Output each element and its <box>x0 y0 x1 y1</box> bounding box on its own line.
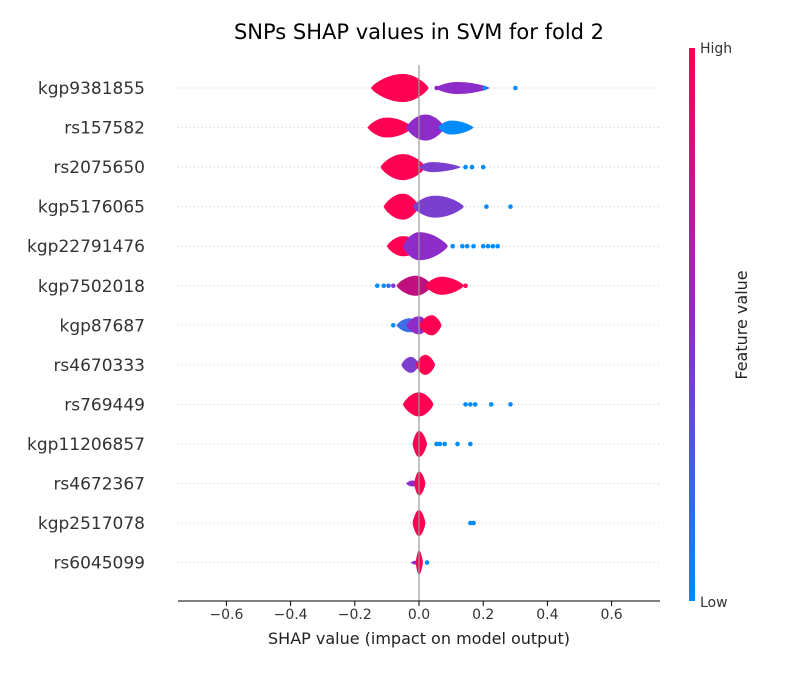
shap-point <box>508 402 513 407</box>
shap-point <box>480 164 486 170</box>
shap-point <box>490 243 496 249</box>
shap-point <box>460 243 465 249</box>
shap-point <box>391 323 396 328</box>
violin-shape <box>383 193 419 220</box>
shap-point <box>391 283 396 289</box>
feature-label: kgp2517078 <box>38 514 145 534</box>
shap-point <box>463 283 468 289</box>
x-tick-label: 0.2 <box>472 607 494 623</box>
shap-point <box>484 204 489 209</box>
shap-point <box>468 520 473 526</box>
shap-point <box>469 164 475 170</box>
feature-labels: kgp9381855 rs157582 rs2075650 kgp5176065 kgp… <box>27 79 145 574</box>
shap-point <box>513 85 518 91</box>
shap-point <box>463 164 468 170</box>
x-tick-label: 0.6 <box>600 607 622 623</box>
x-tick-label: −0.4 <box>274 607 308 623</box>
feature-label: kgp11206857 <box>27 435 145 455</box>
colorbar-low-label: Low <box>700 595 728 611</box>
shap-point <box>468 402 473 407</box>
colorbar-title: Feature value <box>732 270 751 379</box>
x-tick-label: −0.2 <box>338 607 372 623</box>
shap-point <box>450 243 456 249</box>
feature-label: kgp9381855 <box>38 79 145 99</box>
feature-label: kgp5176065 <box>38 198 145 218</box>
violin-shape <box>370 74 429 102</box>
violin-shape <box>438 120 474 135</box>
shap-point <box>437 441 443 447</box>
shap-point <box>455 441 460 447</box>
shap-point <box>480 243 486 249</box>
violin-shape <box>419 162 461 173</box>
x-tick-label: 0.0 <box>408 607 430 623</box>
shap-point <box>464 243 470 249</box>
colorbar <box>689 48 695 601</box>
shap-point <box>508 204 513 209</box>
shap-point <box>442 441 447 447</box>
feature-label: kgp7502018 <box>38 277 145 297</box>
feature-label: rs769449 <box>64 395 145 415</box>
x-axis-label: SHAP value (impact on model output) <box>268 629 570 648</box>
feature-label: rs2075650 <box>53 158 145 178</box>
violin-shape <box>396 275 432 296</box>
shap-point <box>471 243 476 249</box>
shap-point <box>468 441 473 447</box>
scatter-points <box>374 85 518 565</box>
violin-shape <box>367 117 413 138</box>
violin-shape <box>401 356 419 373</box>
feature-label: rs4672367 <box>53 475 145 495</box>
violin-shape <box>380 154 426 181</box>
violin-shape <box>412 195 464 218</box>
feature-label: rs6045099 <box>53 554 145 574</box>
x-tick-label: 0.4 <box>536 607 558 623</box>
violin-shape <box>419 315 442 336</box>
feature-label: kgp87687 <box>59 316 145 336</box>
x-tick-label: −0.6 <box>209 607 243 623</box>
shap-point <box>495 243 500 249</box>
shap-point <box>482 85 488 91</box>
violin-shape <box>406 114 445 141</box>
shap-point <box>463 402 468 407</box>
shap-point <box>472 402 478 407</box>
violin-shape <box>402 392 434 417</box>
shap-point <box>471 520 476 526</box>
feature-label: rs4670333 <box>53 356 145 376</box>
violin-shape <box>435 82 490 94</box>
shap-point <box>381 283 386 289</box>
violins <box>367 74 490 575</box>
shap-point <box>488 402 494 407</box>
violin-shape <box>414 471 426 496</box>
shap-point <box>434 85 439 91</box>
violin-shape <box>402 232 448 261</box>
violin-shape <box>425 276 464 295</box>
chart-title: SNPs SHAP values in SVM for fold 2 <box>234 20 604 44</box>
shap-point <box>485 243 491 249</box>
feature-label: kgp22791476 <box>27 237 145 257</box>
violin-shape <box>415 354 436 375</box>
shap-point <box>424 560 430 565</box>
shap-point <box>434 441 439 447</box>
shap-point <box>386 283 391 289</box>
violin-shape <box>412 431 427 457</box>
x-axis-ticks: −0.6 −0.4 −0.2 0.0 0.2 0.4 0.6 <box>209 601 623 623</box>
feature-label: rs157582 <box>64 119 145 139</box>
colorbar-high-label: High <box>700 41 732 57</box>
shap-point <box>374 283 380 289</box>
